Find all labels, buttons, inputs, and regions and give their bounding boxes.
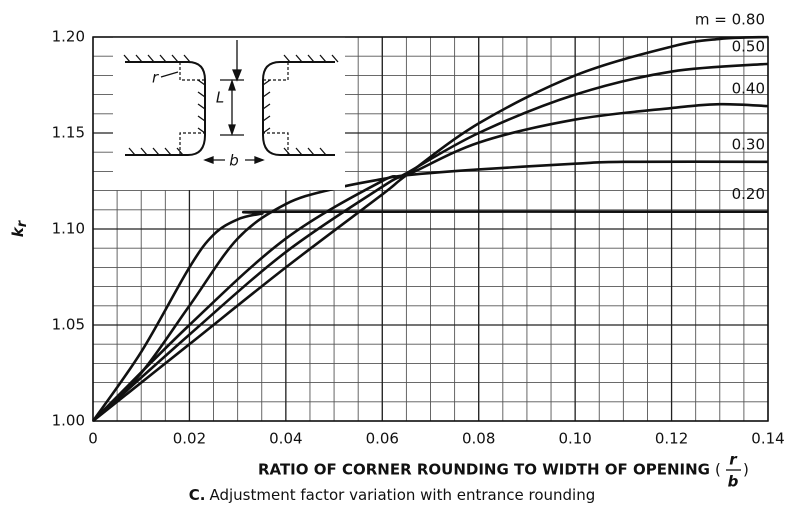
x-tick-label: 0.12 (655, 430, 688, 448)
caption: C. Adjustment factor variation with entra… (189, 486, 595, 504)
labels: 0 0.02 0.04 0.06 0.08 0.10 0.12 0.14 1.00 1.05 1.1… (52, 11, 785, 448)
series-label: 0.40 (732, 80, 765, 98)
y-axis-label-main: k (9, 226, 27, 237)
inset-diagram: r L b (113, 37, 345, 190)
x-tick-label: 0.04 (269, 430, 302, 448)
paren: ( (715, 461, 721, 479)
lines (91, 35, 769, 423)
x-axis-label: RATIO OF CORNER ROUNDING TO WIDTH OF OPE… (258, 461, 710, 479)
series-label: 0.30 (732, 135, 765, 153)
y-axis-label: kr (9, 219, 30, 237)
y-tick-label: 1.15 (52, 124, 85, 142)
series-line (92, 62, 769, 422)
series-line (92, 160, 769, 422)
plot-frame (92, 36, 769, 422)
y-axis-label-subscript: r (15, 219, 30, 227)
caption-letter: C. (189, 486, 206, 504)
x-tick-label: 0 (88, 430, 98, 448)
inset-arrows (160, 40, 265, 164)
x-tick-label: 0.14 (751, 430, 784, 448)
paren: ) (743, 461, 749, 479)
caption-text: Adjustment factor variation with entranc… (209, 486, 595, 504)
x-tick-label: 0.08 (462, 430, 495, 448)
y-tick-label: 1.10 (52, 220, 85, 238)
x-tick-label: 0.10 (558, 430, 591, 448)
inset-label: L (216, 89, 224, 107)
x-tick-label: 0.06 (366, 430, 399, 448)
x-tick-label: 0.02 (173, 430, 206, 448)
y-tick-label: 1.05 (52, 316, 85, 334)
y-tick-label: 1.00 (52, 412, 85, 430)
series-label: 0.50 (732, 37, 765, 55)
series-label: m = 0.80 (695, 11, 765, 29)
inset-dashed-corners (179, 62, 289, 155)
fraction-numerator: r (729, 451, 738, 469)
inset-label: b (229, 152, 239, 170)
series-line (91, 210, 769, 422)
series-line (92, 102, 769, 422)
fraction-denominator: b (728, 473, 739, 491)
inset-label: r (152, 69, 159, 87)
inset-walls (123, 54, 339, 156)
series-label: 0.20 (732, 185, 765, 203)
y-tick-label: 1.20 (52, 28, 85, 46)
